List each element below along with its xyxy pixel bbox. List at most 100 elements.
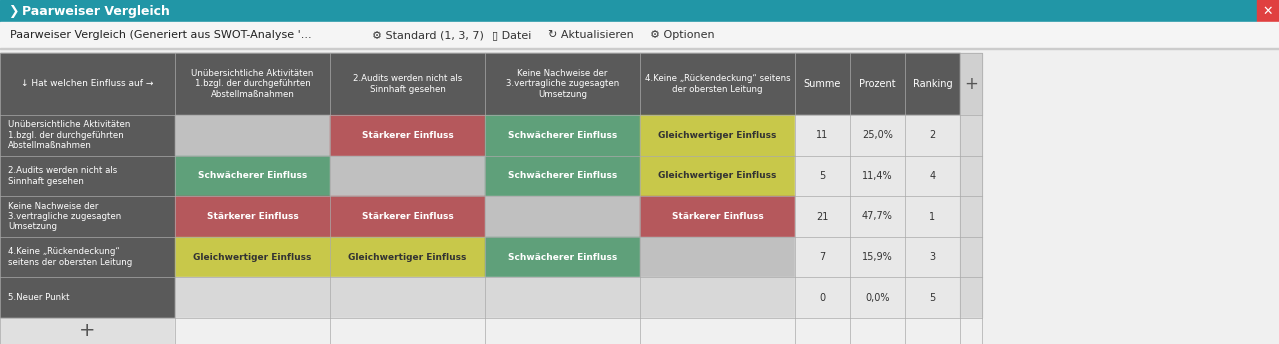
- Bar: [330, 53, 485, 115]
- Bar: [485, 115, 640, 155]
- Text: 21: 21: [816, 212, 829, 222]
- Bar: [330, 115, 485, 155]
- Text: 3: 3: [930, 252, 935, 262]
- Text: 47,7%: 47,7%: [862, 212, 893, 222]
- Bar: [906, 277, 961, 318]
- Bar: [906, 237, 961, 277]
- Text: ⚙ Optionen: ⚙ Optionen: [650, 30, 715, 40]
- Text: +: +: [964, 75, 978, 93]
- Bar: [961, 115, 982, 155]
- Text: ↓ Hat welchen Einfluss auf →: ↓ Hat welchen Einfluss auf →: [22, 79, 153, 88]
- Bar: [175, 318, 1279, 344]
- Bar: [851, 155, 906, 196]
- Text: Paarweiser Vergleich (Generiert aus SWOT-Analyse '...: Paarweiser Vergleich (Generiert aus SWOT…: [10, 30, 312, 40]
- Text: 5: 5: [930, 293, 936, 303]
- Bar: [796, 277, 851, 318]
- Bar: [640, 196, 796, 237]
- Bar: [906, 155, 961, 196]
- Text: 25,0%: 25,0%: [862, 130, 893, 140]
- Text: Gleichwertiger Einfluss: Gleichwertiger Einfluss: [659, 171, 776, 180]
- Text: 4: 4: [930, 171, 935, 181]
- Bar: [961, 277, 982, 318]
- Bar: [0, 237, 175, 277]
- Bar: [0, 115, 175, 155]
- Bar: [961, 196, 982, 237]
- Bar: [851, 53, 906, 115]
- Bar: [0, 48, 1279, 49]
- Text: Stärkerer Einfluss: Stärkerer Einfluss: [362, 131, 453, 140]
- Bar: [330, 277, 485, 318]
- Text: Schwächerer Einfluss: Schwächerer Einfluss: [508, 171, 618, 180]
- Bar: [0, 196, 175, 237]
- Bar: [1257, 0, 1279, 22]
- Bar: [330, 237, 485, 277]
- Text: ❯: ❯: [8, 4, 18, 18]
- Text: 11,4%: 11,4%: [862, 171, 893, 181]
- Bar: [175, 115, 330, 155]
- Bar: [906, 115, 961, 155]
- Text: Gleichwertiger Einfluss: Gleichwertiger Einfluss: [348, 252, 467, 261]
- Bar: [0, 155, 175, 196]
- Bar: [851, 115, 906, 155]
- Text: ✕: ✕: [1262, 4, 1274, 18]
- Bar: [485, 277, 640, 318]
- Text: 0: 0: [820, 293, 825, 303]
- Text: Summe: Summe: [803, 79, 842, 89]
- Text: 15,9%: 15,9%: [862, 252, 893, 262]
- Bar: [175, 196, 330, 237]
- Text: 5: 5: [820, 171, 826, 181]
- Bar: [640, 237, 796, 277]
- Bar: [796, 196, 851, 237]
- Bar: [485, 155, 640, 196]
- Bar: [961, 53, 982, 115]
- Text: Stärkerer Einfluss: Stärkerer Einfluss: [671, 212, 764, 221]
- Bar: [640, 277, 796, 318]
- Bar: [0, 277, 175, 318]
- Text: Keine Nachweise der
3.vertragliche zugesagten
Umsetzung: Keine Nachweise der 3.vertragliche zuges…: [8, 202, 122, 232]
- Bar: [0, 22, 1279, 48]
- Bar: [485, 196, 640, 237]
- Bar: [851, 277, 906, 318]
- Text: Schwächerer Einfluss: Schwächerer Einfluss: [508, 252, 618, 261]
- Bar: [175, 237, 330, 277]
- Text: ▯ Datei: ▯ Datei: [492, 30, 531, 40]
- Text: Unübersichtliche Aktivitäten
1.bzgl. der durchgeführten
Abstellmaßnahmen: Unübersichtliche Aktivitäten 1.bzgl. der…: [192, 69, 313, 99]
- Text: 11: 11: [816, 130, 829, 140]
- Text: Schwächerer Einfluss: Schwächerer Einfluss: [198, 171, 307, 180]
- Text: 4.Keine „Rückendeckung“
seitens der obersten Leitung: 4.Keine „Rückendeckung“ seitens der ober…: [8, 247, 132, 267]
- Text: Gleichwertiger Einfluss: Gleichwertiger Einfluss: [659, 131, 776, 140]
- Text: 2.Audits werden nicht als
Sinnhaft gesehen: 2.Audits werden nicht als Sinnhaft geseh…: [353, 74, 462, 94]
- Bar: [796, 115, 851, 155]
- Text: Stärkerer Einfluss: Stärkerer Einfluss: [362, 212, 453, 221]
- Text: Keine Nachweise der
3.vertragliche zugesagten
Umsetzung: Keine Nachweise der 3.vertragliche zuges…: [506, 69, 619, 99]
- Text: 2: 2: [930, 130, 936, 140]
- Bar: [906, 53, 961, 115]
- Bar: [640, 53, 796, 115]
- Bar: [485, 53, 640, 115]
- Bar: [0, 318, 175, 344]
- Bar: [640, 115, 796, 155]
- Bar: [851, 196, 906, 237]
- Text: Gleichwertiger Einfluss: Gleichwertiger Einfluss: [193, 252, 312, 261]
- Bar: [175, 53, 330, 115]
- Text: 2.Audits werden nicht als
Sinnhaft gesehen: 2.Audits werden nicht als Sinnhaft geseh…: [8, 166, 118, 186]
- Bar: [640, 155, 796, 196]
- Bar: [796, 237, 851, 277]
- Text: 0,0%: 0,0%: [866, 293, 890, 303]
- Bar: [0, 0, 1279, 22]
- Bar: [961, 155, 982, 196]
- Text: 1: 1: [930, 212, 935, 222]
- Bar: [961, 237, 982, 277]
- Text: Paarweiser Vergleich: Paarweiser Vergleich: [22, 4, 170, 18]
- Text: +: +: [79, 322, 96, 341]
- Bar: [175, 277, 330, 318]
- Text: Ranking: Ranking: [913, 79, 953, 89]
- Text: Prozent: Prozent: [859, 79, 895, 89]
- Text: Schwächerer Einfluss: Schwächerer Einfluss: [508, 131, 618, 140]
- Bar: [330, 155, 485, 196]
- Bar: [796, 155, 851, 196]
- Bar: [851, 237, 906, 277]
- Bar: [906, 196, 961, 237]
- Text: 5.Neuer Punkt: 5.Neuer Punkt: [8, 293, 69, 302]
- Text: 7: 7: [820, 252, 826, 262]
